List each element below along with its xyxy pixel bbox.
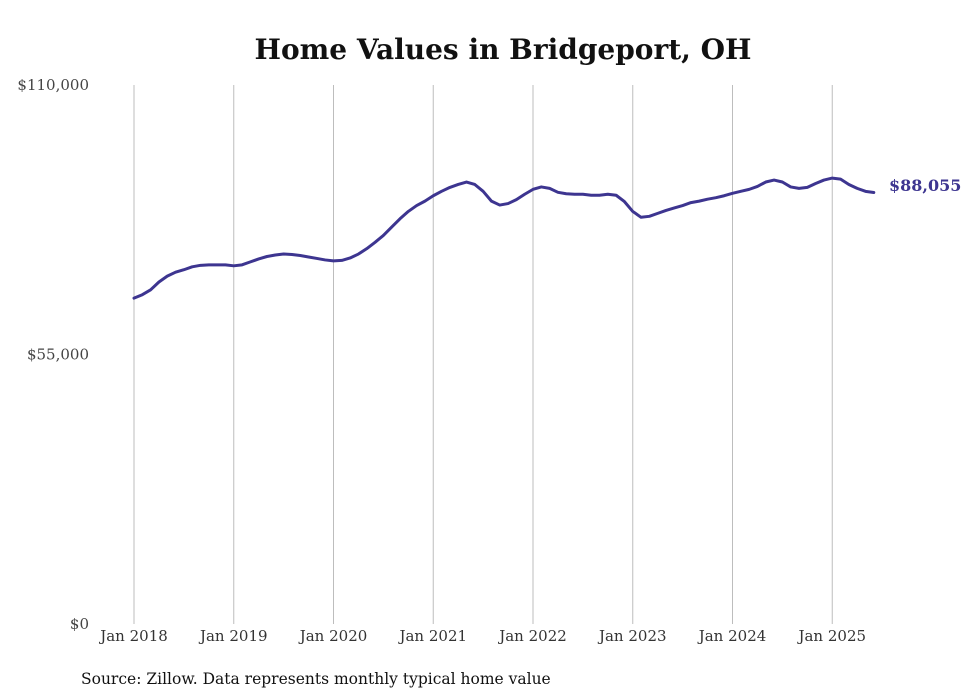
y-tick-label: $55,000 — [27, 346, 89, 364]
y-tick-label: $110,000 — [17, 76, 89, 94]
x-tick-label: Jan 2019 — [198, 627, 268, 645]
chart-title: Home Values in Bridgeport, OH — [255, 33, 752, 66]
y-axis-ticks: $0 $55,000 $110,000 — [17, 76, 89, 633]
series-line — [132, 176, 876, 300]
x-tick-label: Jan 2020 — [298, 627, 368, 645]
x-tick-label: Jan 2021 — [397, 627, 467, 645]
x-tick-label: Jan 2023 — [597, 627, 667, 645]
grid-lines — [133, 85, 833, 624]
x-tick-label: Jan 2018 — [98, 627, 168, 645]
x-tick-label: Jan 2022 — [497, 627, 567, 645]
source-note: Source: Zillow. Data represents monthly … — [81, 670, 551, 688]
x-tick-label: Jan 2024 — [697, 627, 767, 645]
end-value-label: $88,055 — [889, 176, 961, 195]
x-axis-ticks: Jan 2018 Jan 2019 Jan 2020 Jan 2021 Jan 2022… — [98, 627, 866, 645]
x-tick-label: Jan 2025 — [796, 627, 866, 645]
y-tick-label: $0 — [70, 615, 89, 633]
